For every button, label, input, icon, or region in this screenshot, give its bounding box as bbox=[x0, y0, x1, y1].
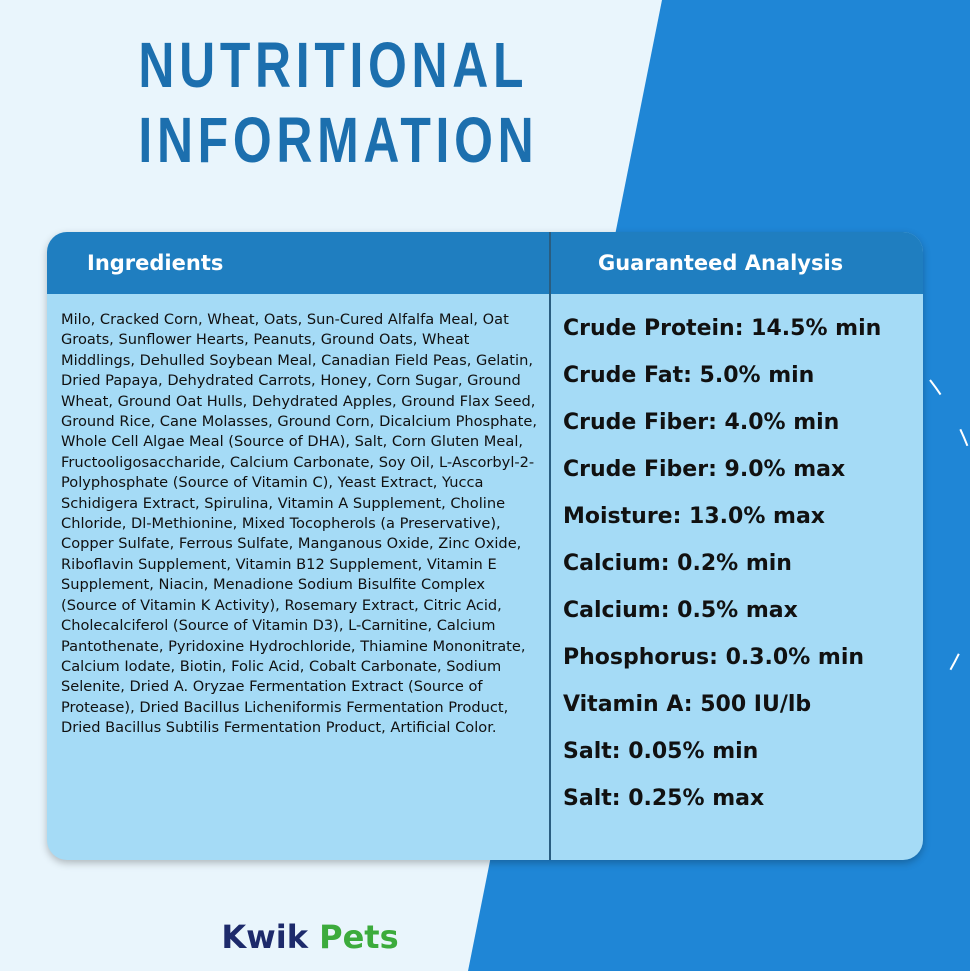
analysis-item: Calcium: 0.5% max bbox=[563, 598, 798, 623]
analysis-item: Phosphorus: 0.3.0% min bbox=[563, 645, 865, 670]
title-line: INFORMATION bbox=[138, 104, 539, 176]
nutrition-table: Ingredients Guaranteed Analysis Milo, Cr… bbox=[47, 232, 923, 860]
table-header: Ingredients Guaranteed Analysis bbox=[47, 232, 923, 294]
analysis-item: Crude Protein: 14.5% min bbox=[563, 316, 882, 341]
logo: Kwik Pets bbox=[160, 918, 460, 956]
title-line: NUTRITIONAL bbox=[138, 29, 529, 101]
analysis-item: Moisture: 13.0% max bbox=[563, 504, 825, 529]
analysis-item: Salt: 0.05% min bbox=[563, 739, 759, 764]
analysis-item: Calcium: 0.2% min bbox=[563, 551, 792, 576]
analysis-list: Crude Protein: 14.5% min Crude Fat: 5.0% … bbox=[563, 312, 913, 829]
analysis-item: Crude Fiber: 4.0% min bbox=[563, 410, 840, 435]
column-divider bbox=[549, 232, 551, 860]
ingredients-text: Milo, Cracked Corn, Wheat, Oats, Sun-Cur… bbox=[61, 311, 537, 737]
dashed-arc bbox=[929, 379, 970, 701]
logo-word: Pets bbox=[319, 918, 399, 956]
logo-word: Kwik bbox=[221, 918, 308, 956]
analysis-item: Vitamin A: 500 IU/lb bbox=[563, 692, 812, 717]
analysis-item: Salt: 0.25% max bbox=[563, 786, 765, 811]
analysis-item: Crude Fat: 5.0% min bbox=[563, 363, 815, 388]
analysis-item: Crude Fiber: 9.0% max bbox=[563, 457, 846, 482]
header-cell: Ingredients bbox=[87, 251, 224, 275]
header-cell: Guaranteed Analysis bbox=[598, 251, 844, 275]
